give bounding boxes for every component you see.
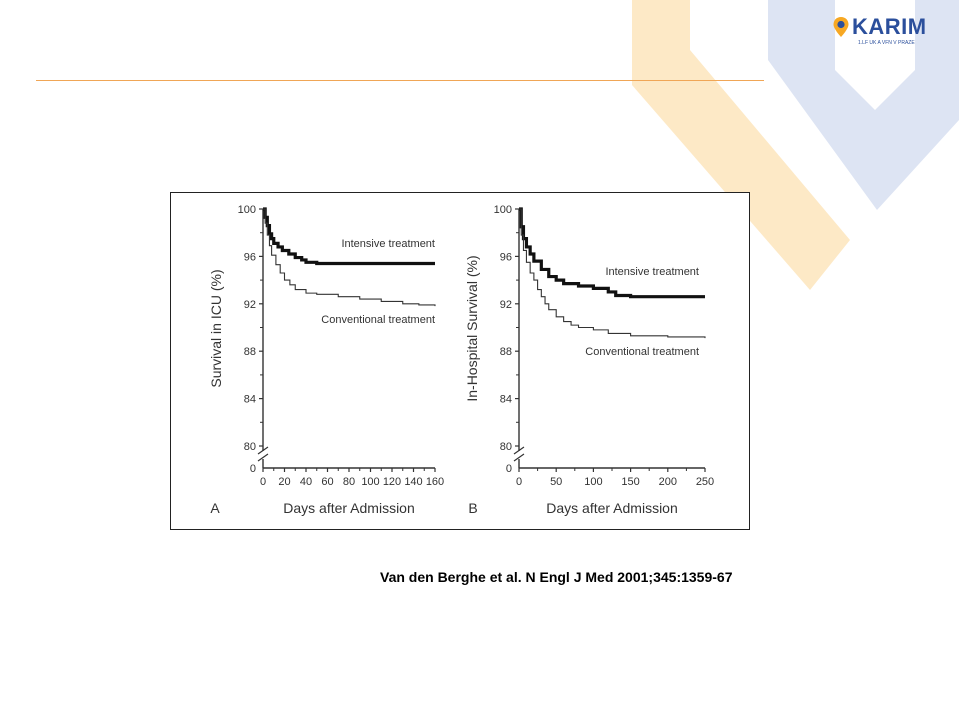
blue-ribbon-decoration: [768, 0, 959, 210]
conventional-treatment-label: Conventional treatment: [321, 314, 435, 326]
x-tick-label: 40: [300, 476, 312, 488]
x-tick-label: 140: [404, 476, 422, 488]
y-tick-label: 80: [500, 441, 512, 453]
y-tick-label: 92: [244, 299, 256, 311]
x-tick-label: 60: [321, 476, 333, 488]
x-tick-label: 100: [361, 476, 379, 488]
y-tick-label: 96: [244, 251, 256, 263]
logo-name: KARIM: [852, 14, 927, 39]
x-tick-label: 250: [696, 476, 714, 488]
header-divider: [36, 80, 764, 81]
panel-label: B: [468, 500, 477, 516]
y-tick-label: 88: [244, 346, 256, 358]
logo-subtitle: 1.LF UK A VFN V PRAZE: [858, 40, 915, 46]
location-pin-icon: [833, 17, 849, 37]
y-zero-label: 0: [250, 463, 256, 475]
axis-break-mark: [513, 446, 525, 462]
x-tick-label: 160: [426, 476, 444, 488]
x-axis-label: Days after Admission: [546, 500, 678, 516]
y-zero-label: 0: [506, 463, 512, 475]
y-tick-label: 100: [494, 204, 512, 216]
x-tick-label: 20: [278, 476, 290, 488]
x-axis-label: Days after Admission: [283, 500, 415, 516]
y-tick-label: 100: [238, 204, 256, 216]
x-tick-label: 100: [584, 476, 602, 488]
y-axis-label: In-Hospital Survival (%): [464, 255, 480, 401]
x-tick-label: 0: [260, 476, 266, 488]
conventional-treatment-label: Conventional treatment: [585, 346, 699, 358]
conventional-treatment-line: [519, 208, 706, 339]
panel-label: A: [210, 500, 220, 516]
citation: Van den Berghe et al. N Engl J Med 2001;…: [380, 569, 733, 585]
y-tick-label: 84: [500, 394, 512, 406]
intensive-treatment-line: [263, 207, 435, 266]
orange-ribbon-decoration: [632, 0, 850, 290]
x-tick-label: 150: [621, 476, 639, 488]
figure-frame: 80 84 88 92 96 100 0 0 20 40 60 80 100 120 140 160 Days …: [170, 192, 750, 530]
x-tick-label: 120: [383, 476, 401, 488]
chart-panel-b: 80 84 88 92 96 100 00 50 100 150 200 250 Days after …: [464, 204, 714, 516]
x-tick-label: 80: [343, 476, 355, 488]
intensive-treatment-label: Intensive treatment: [341, 238, 435, 250]
x-tick-label: 50: [550, 476, 562, 488]
y-tick-label: 96: [500, 251, 512, 263]
x-tick-label: 200: [659, 476, 677, 488]
axis-break-mark: [257, 446, 269, 462]
y-tick-label: 84: [244, 394, 256, 406]
conventional-treatment-line: [263, 208, 436, 307]
intensive-treatment-label: Intensive treatment: [605, 266, 699, 278]
y-tick-label: 80: [244, 441, 256, 453]
y-axis-label: Survival in ICU (%): [208, 269, 224, 387]
x-tick-label: 0: [516, 476, 522, 488]
chart-panel-a: 80 84 88 92 96 100 00 20 40 60 80 100 120 140 160 Days …: [208, 204, 444, 516]
intensive-treatment-line: [519, 207, 705, 299]
y-tick-label: 92: [500, 299, 512, 311]
karim-logo: KARIM 1.LF UK A VFN V PRAZE: [832, 14, 932, 48]
y-tick-label: 88: [500, 346, 512, 358]
